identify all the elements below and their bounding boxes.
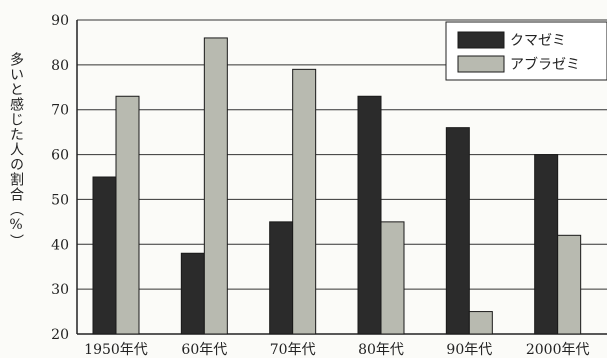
x-tick-label: 1950年代 (84, 342, 148, 358)
bar-aburazemi (292, 68, 317, 335)
bar-kumazemi (445, 127, 470, 335)
y-tick-label: 80 (51, 58, 69, 74)
y-tick-label: 90 (51, 13, 69, 29)
x-tick-label: 2000年代 (526, 342, 590, 358)
bar-aburazemi (557, 234, 582, 335)
bar-kumazemi (180, 252, 205, 335)
y-tick-label: 20 (51, 327, 69, 343)
x-tick-label: 80年代 (358, 342, 404, 358)
bar-aburazemi (380, 221, 405, 335)
legend-swatch (457, 55, 505, 73)
bar-kumazemi (92, 176, 117, 335)
bar-aburazemi (468, 311, 493, 335)
y-tick-label: 30 (51, 282, 69, 298)
x-tick-label: 90年代 (446, 342, 492, 358)
legend-label: アブラゼミ (510, 56, 580, 73)
y-tick-label: 70 (51, 103, 69, 119)
bar-aburazemi (203, 37, 228, 335)
y-tick-label: 50 (51, 192, 69, 208)
x-tick-label: 70年代 (270, 342, 316, 358)
y-tick-label: 60 (51, 148, 69, 164)
y-axis-label: 多いと感じた人の割合（%） (8, 52, 24, 249)
bar-kumazemi (269, 221, 294, 335)
legend-label: クマゼミ (510, 33, 566, 49)
bar-aburazemi (115, 95, 140, 335)
y-tick-label: 40 (51, 237, 69, 253)
bar-kumazemi (357, 95, 382, 335)
x-tick-label: 60年代 (181, 342, 227, 358)
bar-kumazemi (534, 154, 559, 335)
legend-swatch (457, 31, 505, 49)
